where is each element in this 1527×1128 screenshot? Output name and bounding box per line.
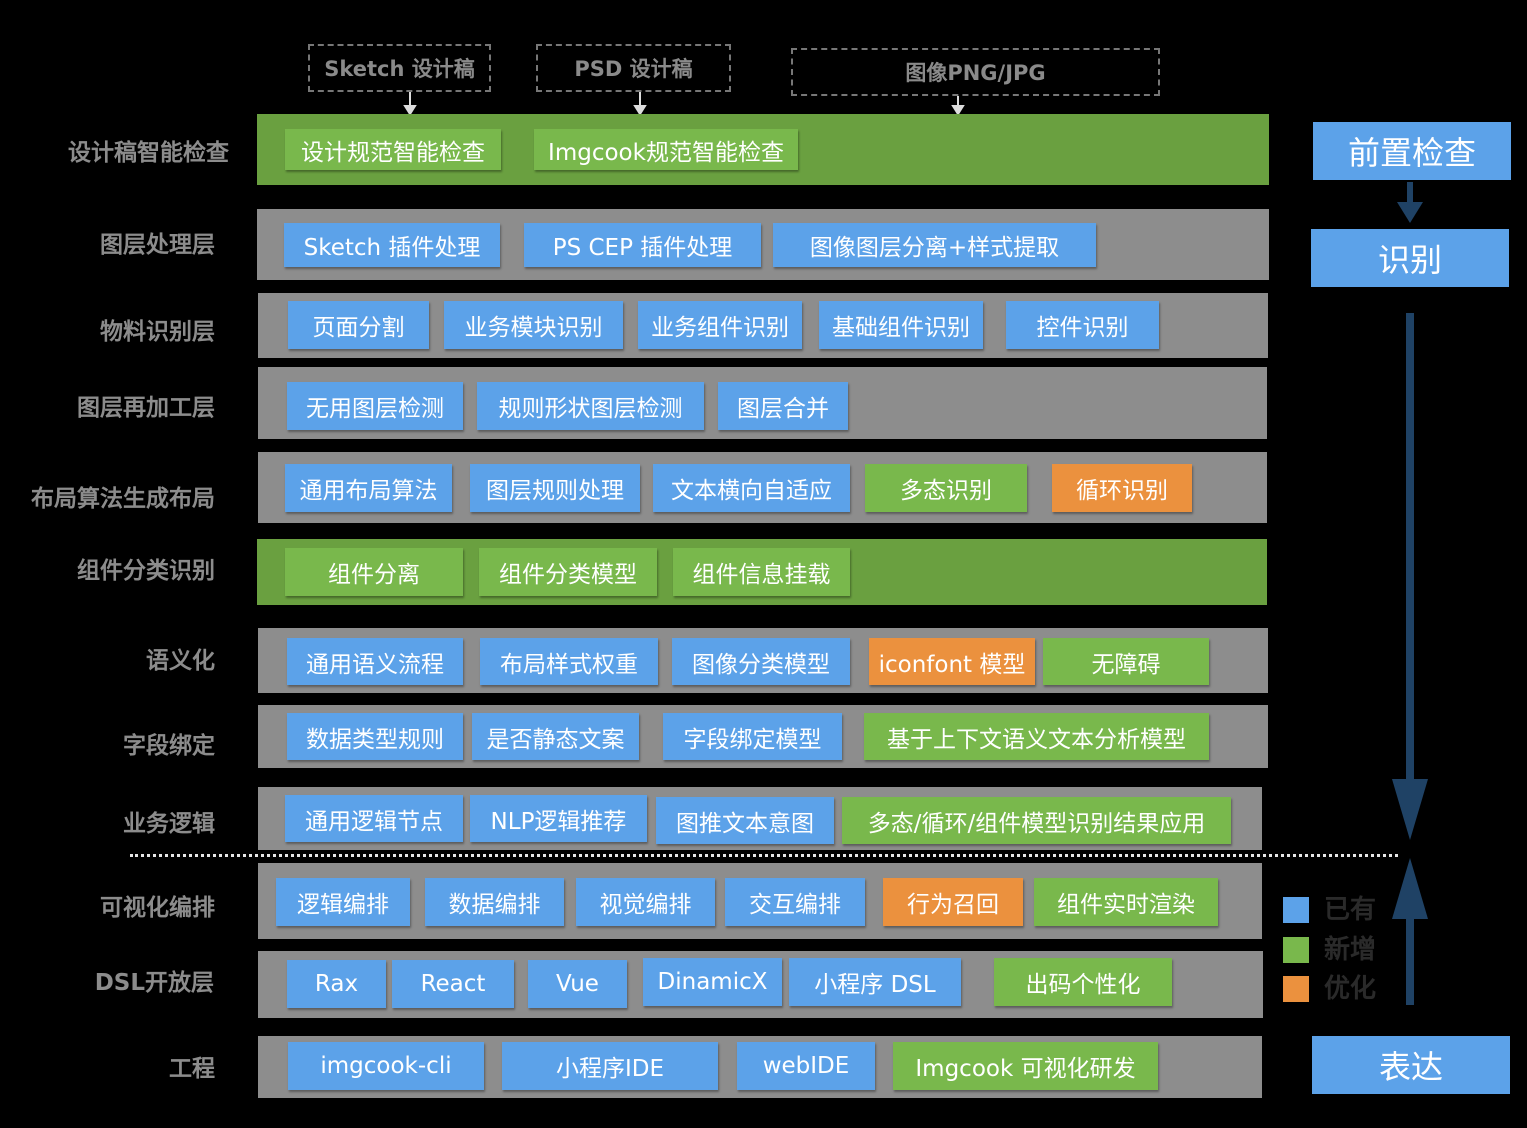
chip-dinamicx: DinamicX: [643, 958, 782, 1006]
source-sketch: Sketch 设计稿: [308, 44, 491, 92]
chip-imgcook-cli: imgcook-cli: [288, 1042, 484, 1090]
layer-label-semantics: 语义化: [146, 648, 215, 674]
layer-label-layer-reprocessing: 图层再加工层: [77, 395, 215, 421]
chip-control-recognition: 控件识别: [1006, 301, 1159, 349]
chip-code-personalization: 出码个性化: [994, 958, 1172, 1006]
legend-optimized-label: 优化: [1324, 974, 1377, 1004]
legend-existing-swatch: [1283, 897, 1309, 923]
layer-label-design-check: 设计稿智能检查: [68, 140, 229, 166]
stage-precheck: 前置检查: [1313, 122, 1511, 180]
chip-field-binding-model: 字段绑定模型: [663, 713, 842, 760]
chip-image-text-intent: 图推文本意图: [656, 797, 834, 844]
chip-page-segmentation: 页面分割: [288, 301, 429, 349]
arrow-head-sketch: [403, 105, 417, 116]
chip-miniprogram-dsl: 小程序 DSL: [789, 958, 961, 1006]
chip-imgcook-visual-dev: Imgcook 可视化研发: [893, 1042, 1158, 1090]
source-psd: PSD 设计稿: [536, 44, 731, 92]
chip-basic-component-recognition: 基础组件识别: [819, 301, 983, 349]
chip-accessibility: 无障碍: [1043, 638, 1209, 685]
stage-recognition: 识别: [1311, 229, 1509, 287]
arrow-expression-up-head: [1392, 858, 1428, 919]
legend-optimized-swatch: [1283, 976, 1309, 1002]
chip-loop-recognition: 循环识别: [1052, 464, 1192, 512]
layer-label-material-recognition: 物料识别层: [100, 319, 215, 345]
chip-image-layer-separation: 图像图层分离+样式提取: [773, 223, 1096, 267]
chip-component-realtime-render: 组件实时渲染: [1034, 878, 1218, 926]
arrow-precheck-to-recognition-head: [1397, 202, 1423, 223]
chip-general-logic-node: 通用逻辑节点: [285, 795, 463, 842]
layer-label-dsl: DSL开放层: [94, 970, 214, 996]
arrow-recognition-down-shaft: [1406, 313, 1414, 783]
chip-general-semantic-flow: 通用语义流程: [287, 638, 463, 685]
chip-component-classification-model: 组件分类模型: [479, 548, 657, 596]
chip-miniprogram-ide: 小程序IDE: [502, 1042, 718, 1090]
arrow-expression-up-shaft: [1406, 915, 1414, 1005]
chip-logic-orchestration: 逻辑编排: [276, 878, 410, 926]
stage-expression: 表达: [1312, 1036, 1510, 1094]
chip-business-module-recognition: 业务模块识别: [444, 301, 623, 349]
source-image: 图像PNG/JPG: [791, 48, 1160, 96]
chip-context-text-analysis-model: 基于上下文语义文本分析模型: [864, 713, 1209, 760]
chip-layer-merge: 图层合并: [718, 382, 848, 430]
chip-vue: Vue: [528, 960, 627, 1008]
chip-component-separation: 组件分离: [285, 548, 463, 596]
arrow-head-image: [951, 105, 965, 116]
arrow-precheck-to-recognition-shaft: [1407, 182, 1413, 204]
chip-iconfont-model: iconfont 模型: [869, 638, 1035, 685]
chip-behavior-recall: 行为召回: [883, 878, 1023, 926]
chip-regular-shape-detection: 规则形状图层检测: [477, 382, 704, 430]
layer-label-visual-orchestration: 可视化编排: [100, 895, 215, 921]
chip-sketch-plugin: Sketch 插件处理: [284, 223, 500, 267]
arrow-head-psd: [633, 105, 647, 116]
chip-business-component-recognition: 业务组件识别: [638, 301, 802, 349]
chip-model-result-application: 多态/循环/组件模型识别结果应用: [842, 797, 1231, 844]
arrow-recognition-down-head: [1392, 779, 1428, 840]
flow-arrows: [1392, 182, 1428, 1005]
layer-label-layer-processing: 图层处理层: [100, 232, 215, 258]
chip-data-orchestration: 数据编排: [425, 878, 564, 926]
chip-interaction-orchestration: 交互编排: [725, 878, 865, 926]
chip-general-layout-algorithm: 通用布局算法: [285, 464, 452, 512]
layer-label-layout-algorithm: 布局算法生成布局: [31, 486, 215, 512]
chip-layout-style-weight: 布局样式权重: [480, 638, 658, 685]
layer-label-field-binding: 字段绑定: [123, 733, 215, 759]
layer-label-component-classification: 组件分类识别: [77, 558, 215, 584]
legend-new-swatch: [1283, 937, 1309, 963]
chip-data-type-rules: 数据类型规则: [287, 713, 463, 760]
layer-label-business-logic: 业务逻辑: [123, 811, 215, 837]
chip-component-info-mount: 组件信息挂载: [673, 548, 850, 596]
chip-text-adaptive: 文本横向自适应: [653, 464, 850, 512]
chip-visual-orchestration: 视觉编排: [576, 878, 715, 926]
chip-react: React: [392, 960, 514, 1008]
chip-polymorphic-recognition: 多态识别: [865, 464, 1027, 512]
chip-static-copy: 是否静态文案: [472, 713, 639, 760]
chip-rax: Rax: [287, 960, 386, 1008]
separator-line: [130, 854, 1398, 857]
source-arrows: [403, 92, 965, 116]
chip-design-spec-check: 设计规范智能检查: [285, 129, 501, 170]
chip-imgcook-spec-check: Imgcook规范智能检查: [534, 129, 798, 170]
chip-useless-layer-detection: 无用图层检测: [287, 382, 463, 430]
chip-layer-rule-processing: 图层规则处理: [470, 464, 640, 512]
legend-existing-label: 已有: [1324, 895, 1377, 925]
legend-new-label: 新增: [1324, 935, 1377, 965]
layer-label-engineering: 工程: [169, 1056, 215, 1082]
chip-webide: webIDE: [737, 1042, 875, 1090]
chip-image-classification-model: 图像分类模型: [672, 638, 850, 685]
chip-ps-cep-plugin: PS CEP 插件处理: [524, 223, 761, 267]
chip-nlp-logic-recommend: NLP逻辑推荐: [470, 795, 647, 842]
